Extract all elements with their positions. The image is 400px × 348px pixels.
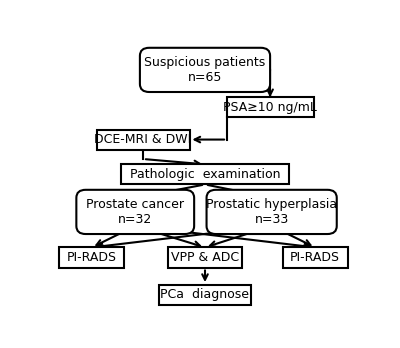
FancyBboxPatch shape [282, 247, 348, 268]
FancyBboxPatch shape [168, 247, 242, 268]
FancyBboxPatch shape [140, 48, 270, 92]
Text: PCa  diagnose: PCa diagnose [160, 288, 250, 301]
Text: DCE-MRI & DWI: DCE-MRI & DWI [94, 133, 192, 146]
FancyBboxPatch shape [227, 97, 314, 118]
FancyBboxPatch shape [96, 129, 190, 150]
Text: PSA≥10 ng/mL: PSA≥10 ng/mL [223, 101, 317, 114]
FancyBboxPatch shape [121, 164, 289, 184]
FancyBboxPatch shape [76, 190, 194, 234]
Text: Prostate cancer
n=32: Prostate cancer n=32 [86, 198, 184, 226]
Text: VPP & ADC: VPP & ADC [171, 251, 239, 264]
Text: Prostatic hyperplasia
n=33: Prostatic hyperplasia n=33 [206, 198, 337, 226]
Text: Pathologic  examination: Pathologic examination [130, 168, 280, 181]
FancyBboxPatch shape [158, 285, 252, 305]
Text: PI-RADS: PI-RADS [67, 251, 117, 264]
Text: PI-RADS: PI-RADS [290, 251, 340, 264]
FancyBboxPatch shape [206, 190, 337, 234]
FancyBboxPatch shape [59, 247, 124, 268]
Text: Suspicious patients
n=65: Suspicious patients n=65 [144, 56, 266, 84]
